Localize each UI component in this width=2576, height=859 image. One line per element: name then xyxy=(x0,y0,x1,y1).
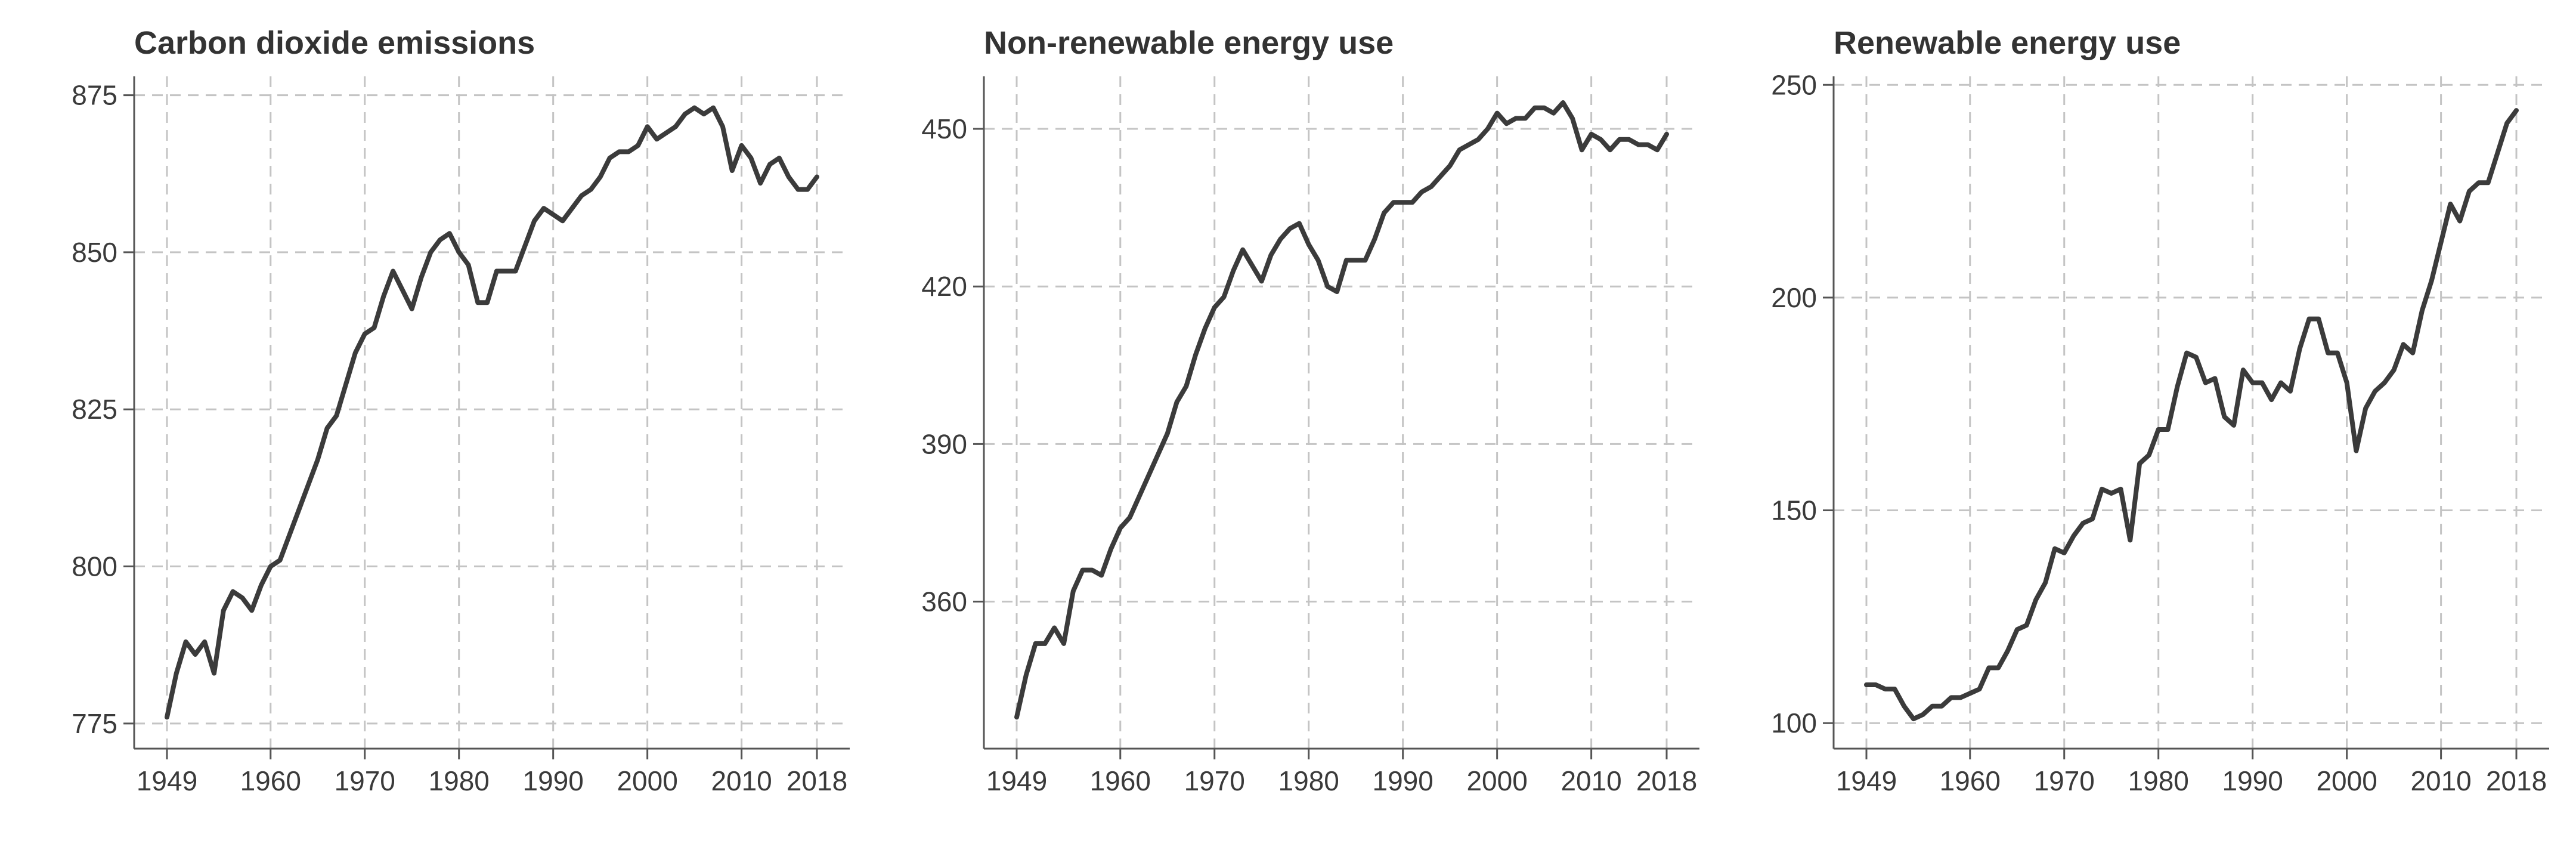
series-line xyxy=(165,105,819,720)
y-tick-label: 250 xyxy=(1771,69,1817,100)
y-tick-label: 450 xyxy=(921,113,967,144)
series-group xyxy=(165,105,819,720)
x-tick-label: 1949 xyxy=(1836,765,1897,796)
x-tick-label: 1960 xyxy=(1090,765,1151,796)
axes xyxy=(1823,76,2549,759)
x-tick-label: 1960 xyxy=(240,765,301,796)
x-tick-label: 1980 xyxy=(1278,765,1339,796)
series-group xyxy=(1014,100,1669,720)
x-tick-label: 2010 xyxy=(1561,765,1621,796)
grid xyxy=(134,76,850,749)
x-tick-label: 1949 xyxy=(986,765,1047,796)
chart-panel-renewable: Renewable energy use 100 150 200 250 1949 196… xyxy=(1771,25,2549,796)
y-tick-label: 800 xyxy=(72,551,117,582)
chart-panel-non-renewable: Non-renewable energy use 360 390 420 450 194… xyxy=(921,25,1699,796)
tick-labels: 360 390 420 450 1949 1960 1970 1980 1990 2000 2010… xyxy=(921,113,1697,796)
x-tick-label: 2010 xyxy=(711,765,772,796)
y-tick-label: 200 xyxy=(1771,282,1817,313)
y-tick-label: 825 xyxy=(72,394,117,425)
x-tick-label: 1970 xyxy=(335,765,395,796)
y-tick-label: 100 xyxy=(1771,707,1817,739)
y-tick-label: 420 xyxy=(921,271,967,302)
x-tick-label: 1949 xyxy=(137,765,197,796)
grid xyxy=(1834,76,2549,749)
x-tick-label: 1970 xyxy=(2034,765,2095,796)
x-tick-label: 2000 xyxy=(2316,765,2377,796)
y-tick-label: 360 xyxy=(921,586,967,617)
x-tick-label: 1990 xyxy=(1373,765,1433,796)
x-tick-label: 2018 xyxy=(787,765,847,796)
axes xyxy=(123,76,850,759)
series-line xyxy=(1014,100,1669,720)
y-tick-label: 390 xyxy=(921,428,967,459)
series-group xyxy=(1864,108,2519,722)
chart-title: Non-renewable energy use xyxy=(984,25,1394,61)
chart-title: Renewable energy use xyxy=(1834,25,2181,61)
y-tick-label: 850 xyxy=(72,237,117,268)
grid xyxy=(984,76,1699,749)
series-line xyxy=(1864,108,2519,722)
x-tick-label: 2000 xyxy=(617,765,677,796)
tick-labels: 100 150 200 250 1949 1960 1970 1980 1990 2000 2010… xyxy=(1771,69,2547,796)
x-tick-label: 2018 xyxy=(2486,765,2547,796)
x-tick-label: 1980 xyxy=(429,765,490,796)
x-tick-label: 1990 xyxy=(2222,765,2283,796)
x-tick-label: 2018 xyxy=(1636,765,1697,796)
x-tick-label: 1960 xyxy=(1940,765,2001,796)
chart-panel-co2: Carbon dioxide emissions 775 800 825 850 875… xyxy=(72,25,850,796)
chart-title: Carbon dioxide emissions xyxy=(134,25,535,61)
x-tick-label: 2000 xyxy=(1466,765,1527,796)
axes xyxy=(973,76,1699,759)
tick-labels: 775 800 825 850 875 1949 1960 1970 1980 1990 2000 2… xyxy=(72,80,847,796)
y-tick-label: 775 xyxy=(72,708,117,739)
x-tick-label: 1990 xyxy=(523,765,584,796)
x-tick-label: 1970 xyxy=(1184,765,1245,796)
x-tick-label: 1980 xyxy=(2128,765,2189,796)
y-tick-label: 150 xyxy=(1771,495,1817,526)
y-tick-label: 875 xyxy=(72,80,117,111)
x-tick-label: 2010 xyxy=(2410,765,2471,796)
